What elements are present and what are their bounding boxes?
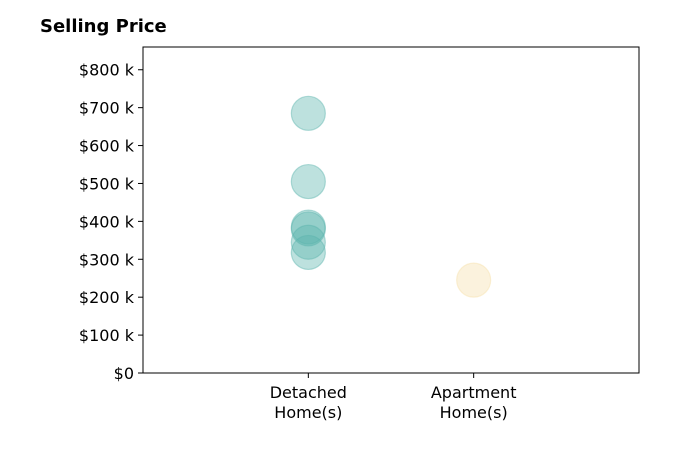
y-tick-label: $700 k <box>79 99 135 118</box>
y-tick-label: $100 k <box>79 326 135 345</box>
y-tick-label: $500 k <box>79 174 135 193</box>
y-tick-label: $800 k <box>79 61 135 80</box>
x-tick-label: Apartment Home(s) <box>431 383 517 422</box>
data-point <box>290 209 326 245</box>
data-point <box>290 211 326 247</box>
y-tick-label: $200 k <box>79 288 135 307</box>
data-point <box>290 95 326 131</box>
y-tick-label: $400 k <box>79 212 135 231</box>
plot-frame <box>142 46 640 374</box>
data-point <box>456 262 492 298</box>
marks-layer <box>290 95 492 298</box>
chart-title: Selling Price <box>40 16 167 37</box>
data-point <box>290 163 326 200</box>
y-tick-label: $600 k <box>79 137 135 156</box>
y-axis: $0 $100 k $200 k $300 k $400 k $500 k $600 k $7… <box>79 61 143 383</box>
data-point <box>290 224 326 260</box>
y-tick-label: $300 k <box>79 250 135 269</box>
data-point <box>290 234 326 271</box>
x-tick-label: Detached Home(s) <box>270 383 347 422</box>
x-axis: Detached Home(s) Apartment Home(s) <box>270 373 517 422</box>
y-tick-label: $0 <box>114 364 134 383</box>
